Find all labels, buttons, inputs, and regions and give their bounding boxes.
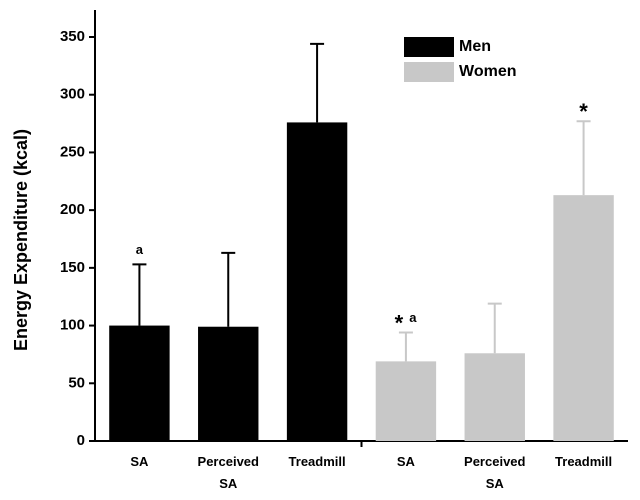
y-axis-label: Energy Expenditure (kcal): [11, 129, 31, 351]
legend-label: Women: [459, 63, 516, 80]
annotation-letter: a: [409, 310, 417, 325]
x-tick-label: SA: [130, 454, 149, 469]
significance-marker: *: [395, 310, 404, 335]
bar: [553, 195, 614, 441]
error-bar: [487, 302, 502, 354]
error-bar: [398, 331, 413, 362]
annotation-letter: a: [136, 242, 144, 257]
x-tick-label: Treadmill: [288, 454, 346, 469]
y-tick-label: 150: [60, 259, 85, 276]
y-tick-label: 350: [60, 28, 85, 45]
legend-label: Men: [459, 38, 491, 55]
y-tick-label: 50: [68, 374, 85, 391]
x-tick-label: SA: [396, 454, 415, 469]
bar: [109, 325, 170, 441]
legend-swatch: [404, 37, 454, 57]
bar: [375, 361, 437, 441]
error-bar: [576, 120, 591, 196]
y-tick-label: 100: [60, 317, 85, 334]
significance-marker: *: [579, 99, 588, 124]
bar: [198, 326, 259, 441]
y-tick-label: 250: [60, 143, 85, 160]
error-bar: [310, 42, 325, 123]
bar: [464, 353, 525, 441]
y-tick-label: 200: [60, 201, 85, 218]
error-bar: [132, 263, 147, 326]
y-tick-label: 300: [60, 86, 85, 103]
x-tick-label: Treadmill: [555, 454, 613, 469]
x-tick-label: Perceived SA: [464, 454, 526, 491]
error-bar: [221, 251, 236, 327]
x-tick-label: Perceived SA: [197, 454, 259, 491]
y-tick-label: 0: [77, 432, 85, 449]
legend-swatch: [404, 62, 454, 82]
bar: [286, 122, 348, 441]
